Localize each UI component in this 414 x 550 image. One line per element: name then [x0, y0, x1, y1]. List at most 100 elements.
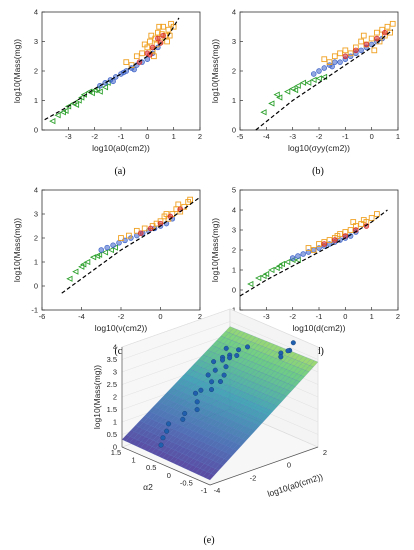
data-point [107, 246, 114, 254]
x-axis-label: log10(ν(cm2)) [95, 323, 148, 333]
data-point [337, 50, 343, 57]
data-point [273, 264, 280, 272]
x-tick-label: 0 [167, 471, 171, 480]
fit-line [239, 209, 388, 297]
x-axis-line [121, 446, 211, 486]
data-point [273, 91, 280, 98]
x-tick-label: -2 [118, 312, 125, 321]
y-tick-label: 2 [323, 448, 327, 457]
z-tick-label: 3.5 [107, 355, 117, 364]
data-point [310, 247, 317, 253]
y-tick-label: 3 [232, 37, 236, 46]
data-point [291, 87, 299, 94]
panel-a: -3 -2 -1 0 1 2 0 1 2 3 4 log10(a0(cm2)) log10(Mass(m… [12, 8, 202, 178]
x-tick-label: 2 [396, 312, 400, 321]
data-point [78, 263, 85, 270]
panel-e: -1 -0.5 0 0.5 1 1.5 -4 -2 0 2 0 0.5 1 1.5 2 2.5 3 3.5 4 α2 l… [92, 308, 327, 546]
data-point [255, 274, 262, 282]
x-tick-label: -4 [263, 132, 270, 141]
data-point [358, 47, 364, 54]
x-tick-label: 1 [172, 132, 176, 141]
data-point [101, 84, 109, 91]
data-point [321, 65, 328, 71]
data-point [299, 79, 307, 86]
data-point [260, 272, 267, 280]
y-axis-label: log10(Mass(mg)) [12, 218, 22, 282]
data-point [118, 235, 124, 241]
data-point [175, 201, 182, 208]
data-point [156, 23, 163, 30]
z-grid-line [121, 321, 319, 360]
x-tick-label: 2 [198, 132, 202, 141]
panel-label: (c) [114, 346, 125, 357]
x-tick-label: 1 [132, 456, 136, 465]
data-point [283, 258, 291, 266]
data-point [180, 416, 186, 422]
y-tick-label: -4 [214, 486, 221, 495]
x-tick-label: -2 [316, 132, 323, 141]
surface-cell [225, 326, 234, 333]
x-tick-label: 2 [198, 312, 202, 321]
data-point [289, 255, 296, 261]
fit-line [255, 29, 394, 131]
data-point [360, 32, 367, 39]
data-point [110, 78, 116, 85]
data-point [358, 38, 364, 45]
y-axis-label: log10(a0(cm2)) [266, 471, 324, 498]
data-point [205, 372, 211, 378]
x-tick-label: -1 [342, 132, 349, 141]
data-point [305, 245, 312, 251]
fit-line [44, 17, 180, 121]
data-point [326, 59, 333, 66]
data-point [374, 35, 380, 42]
data-point [78, 94, 85, 101]
data-point [223, 364, 229, 370]
data-point [211, 359, 217, 365]
y-tick-label: 1 [232, 96, 236, 105]
data-point [104, 244, 110, 251]
data-point [221, 372, 227, 378]
y-tick-label: 0 [34, 282, 38, 291]
data-point [182, 410, 188, 416]
data-point [294, 82, 301, 89]
y-tick-label: 3 [34, 210, 38, 219]
data-point [72, 268, 79, 275]
y-tick-label: 0 [34, 126, 38, 135]
data-point [112, 74, 119, 80]
x-tick-label: 0 [370, 132, 374, 141]
data-point [84, 258, 91, 266]
data-point [147, 52, 153, 58]
data-point [310, 247, 317, 253]
data-point [139, 50, 145, 57]
y-tick-label: 4 [34, 186, 38, 195]
data-point [62, 107, 69, 114]
y-tick-label: 1 [34, 258, 38, 267]
data-point [49, 118, 56, 125]
y-axis-label: log10(Mass(mg)) [210, 218, 220, 282]
z-tick-label: 0.5 [107, 430, 117, 439]
y-tick-label: 0 [287, 461, 291, 470]
data-point [347, 50, 354, 57]
data-point [193, 390, 199, 396]
data-point [310, 76, 317, 83]
data-point [220, 357, 226, 363]
data-point [155, 29, 161, 36]
data-point [66, 275, 73, 282]
x-tick-label: -1 [201, 486, 208, 495]
data-point [353, 47, 359, 54]
z-tick-label: 1 [113, 418, 117, 427]
y-axis-line [209, 446, 319, 486]
data-point [141, 225, 148, 232]
data-point [198, 387, 204, 393]
panel-c: -6 -4 -2 0 2 -1 0 1 2 3 4 log10(ν(cm2)) log10(Mass(m… [12, 186, 202, 358]
data-point [245, 344, 251, 350]
data-point [98, 247, 104, 253]
data-point [148, 32, 155, 39]
data-point [89, 254, 97, 261]
data-point [194, 407, 200, 413]
y-tick-label: 5 [232, 186, 236, 195]
y-tick-label: 4 [34, 8, 38, 17]
data-point [305, 79, 312, 86]
data-point [165, 26, 172, 33]
